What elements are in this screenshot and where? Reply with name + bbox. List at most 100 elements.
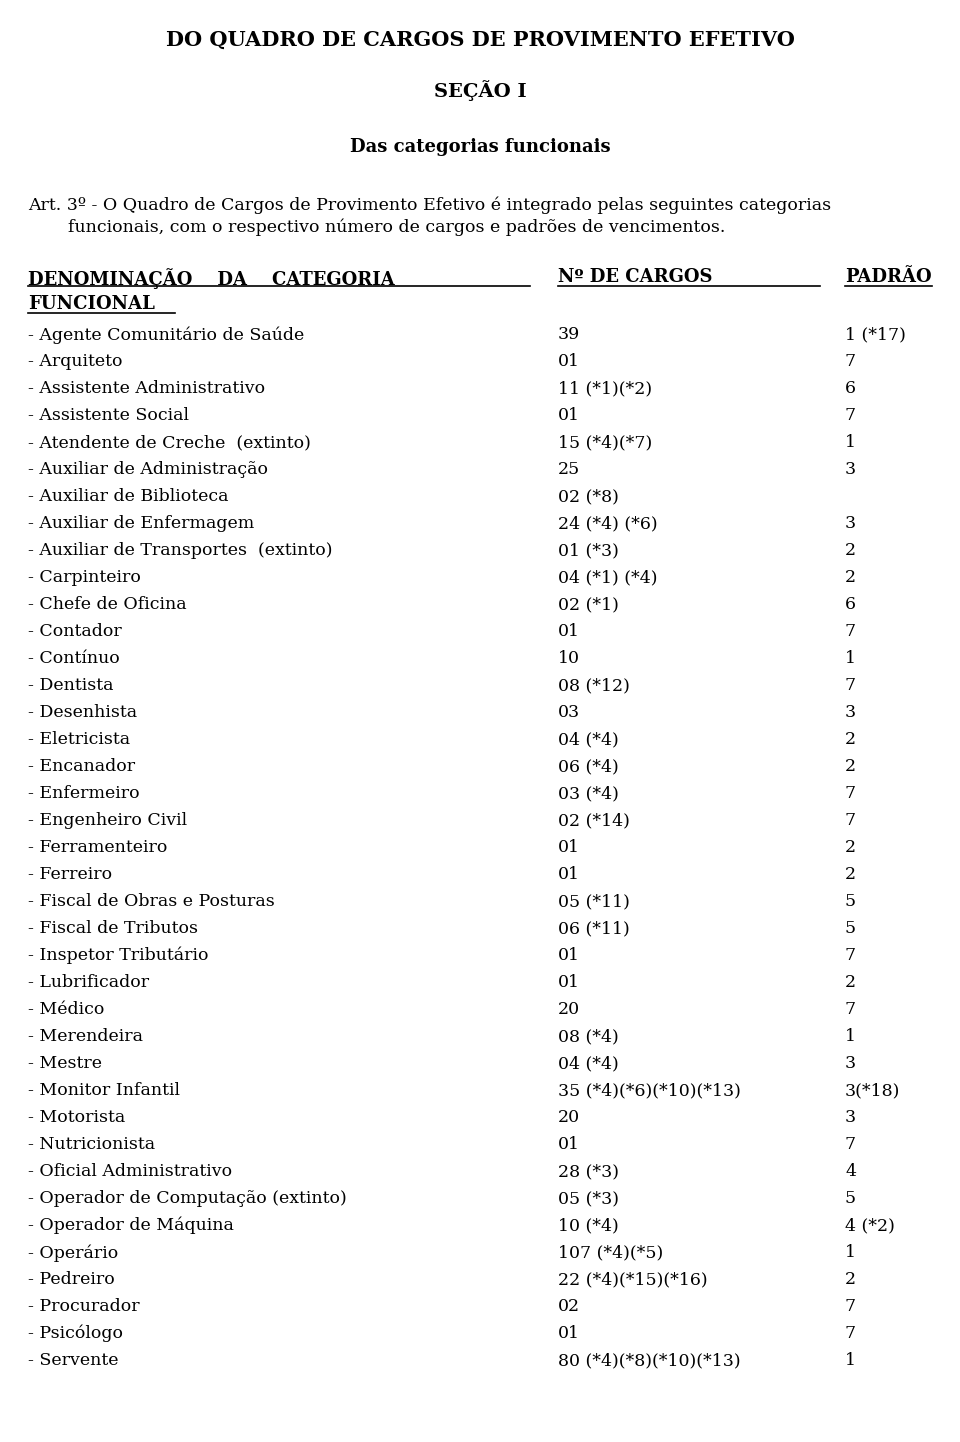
Text: 2: 2 bbox=[845, 758, 856, 774]
Text: - Contínuo: - Contínuo bbox=[28, 650, 120, 668]
Text: - Servente: - Servente bbox=[28, 1353, 118, 1368]
Text: 06 (*11): 06 (*11) bbox=[558, 920, 630, 937]
Text: - Médico: - Médico bbox=[28, 1001, 105, 1018]
Text: 2: 2 bbox=[845, 973, 856, 991]
Text: 01: 01 bbox=[558, 1136, 580, 1154]
Text: 01: 01 bbox=[558, 1325, 580, 1343]
Text: 01: 01 bbox=[558, 839, 580, 857]
Text: 24 (*4) (*6): 24 (*4) (*6) bbox=[558, 515, 658, 532]
Text: Nº DE CARGOS: Nº DE CARGOS bbox=[558, 268, 712, 286]
Text: - Auxiliar de Administração: - Auxiliar de Administração bbox=[28, 461, 268, 477]
Text: 10 (*4): 10 (*4) bbox=[558, 1217, 619, 1234]
Text: 01 (*3): 01 (*3) bbox=[558, 542, 619, 559]
Text: 02: 02 bbox=[558, 1298, 580, 1315]
Text: 03: 03 bbox=[558, 704, 580, 721]
Text: 1: 1 bbox=[845, 1244, 856, 1260]
Text: 1: 1 bbox=[845, 434, 856, 451]
Text: - Psicólogo: - Psicólogo bbox=[28, 1325, 123, 1343]
Text: - Auxiliar de Transportes  (extinto): - Auxiliar de Transportes (extinto) bbox=[28, 542, 332, 559]
Text: 03 (*4): 03 (*4) bbox=[558, 784, 619, 802]
Text: 2: 2 bbox=[845, 1270, 856, 1288]
Text: 20: 20 bbox=[558, 1109, 580, 1126]
Text: 02 (*8): 02 (*8) bbox=[558, 487, 619, 505]
Text: 05 (*3): 05 (*3) bbox=[558, 1190, 619, 1207]
Text: Das categorias funcionais: Das categorias funcionais bbox=[349, 138, 611, 156]
Text: 7: 7 bbox=[845, 947, 856, 965]
Text: 3(*18): 3(*18) bbox=[845, 1082, 900, 1099]
Text: SEÇÃO I: SEÇÃO I bbox=[434, 79, 526, 101]
Text: 01: 01 bbox=[558, 973, 580, 991]
Text: DO QUADRO DE CARGOS DE PROVIMENTO EFETIVO: DO QUADRO DE CARGOS DE PROVIMENTO EFETIV… bbox=[165, 30, 795, 50]
Text: 06 (*4): 06 (*4) bbox=[558, 758, 619, 774]
Text: - Ferreiro: - Ferreiro bbox=[28, 867, 112, 883]
Text: 01: 01 bbox=[558, 623, 580, 640]
Text: 3: 3 bbox=[845, 1056, 856, 1071]
Text: - Lubrificador: - Lubrificador bbox=[28, 973, 149, 991]
Text: - Procurador: - Procurador bbox=[28, 1298, 139, 1315]
Text: - Eletricista: - Eletricista bbox=[28, 731, 131, 748]
Text: PADRÃO: PADRÃO bbox=[845, 268, 931, 286]
Text: 2: 2 bbox=[845, 867, 856, 883]
Text: 15 (*4)(*7): 15 (*4)(*7) bbox=[558, 434, 652, 451]
Text: 1: 1 bbox=[845, 1028, 856, 1045]
Text: 6: 6 bbox=[845, 381, 856, 397]
Text: - Desenhista: - Desenhista bbox=[28, 704, 137, 721]
Text: 01: 01 bbox=[558, 867, 580, 883]
Text: DENOMINAÇÃO    DA    CATEGORIA: DENOMINAÇÃO DA CATEGORIA bbox=[28, 268, 395, 288]
Text: 2: 2 bbox=[845, 839, 856, 857]
Text: - Nutricionista: - Nutricionista bbox=[28, 1136, 156, 1154]
Text: - Pedreiro: - Pedreiro bbox=[28, 1270, 115, 1288]
Text: 20: 20 bbox=[558, 1001, 580, 1018]
Text: 7: 7 bbox=[845, 1001, 856, 1018]
Text: 4 (*2): 4 (*2) bbox=[845, 1217, 895, 1234]
Text: 7: 7 bbox=[845, 407, 856, 424]
Text: - Mestre: - Mestre bbox=[28, 1056, 102, 1071]
Text: 5: 5 bbox=[845, 920, 856, 937]
Text: 02 (*14): 02 (*14) bbox=[558, 812, 630, 829]
Text: FUNCIONAL: FUNCIONAL bbox=[28, 296, 155, 313]
Text: - Ferramenteiro: - Ferramenteiro bbox=[28, 839, 167, 857]
Text: 04 (*4): 04 (*4) bbox=[558, 731, 619, 748]
Text: 3: 3 bbox=[845, 1109, 856, 1126]
Text: 7: 7 bbox=[845, 1325, 856, 1343]
Text: 05 (*11): 05 (*11) bbox=[558, 893, 630, 910]
Text: 3: 3 bbox=[845, 461, 856, 477]
Text: - Inspetor Tributário: - Inspetor Tributário bbox=[28, 947, 208, 965]
Text: - Monitor Infantil: - Monitor Infantil bbox=[28, 1082, 180, 1099]
Text: - Operador de Máquina: - Operador de Máquina bbox=[28, 1217, 234, 1234]
Text: - Agente Comunitário de Saúde: - Agente Comunitário de Saúde bbox=[28, 326, 304, 343]
Text: - Fiscal de Obras e Posturas: - Fiscal de Obras e Posturas bbox=[28, 893, 275, 910]
Text: 39: 39 bbox=[558, 326, 580, 343]
Text: 11 (*1)(*2): 11 (*1)(*2) bbox=[558, 381, 652, 397]
Text: 6: 6 bbox=[845, 596, 856, 613]
Text: - Encanador: - Encanador bbox=[28, 758, 135, 774]
Text: - Merendeira: - Merendeira bbox=[28, 1028, 143, 1045]
Text: 3: 3 bbox=[845, 515, 856, 532]
Text: 2: 2 bbox=[845, 731, 856, 748]
Text: 7: 7 bbox=[845, 623, 856, 640]
Text: 1 (*17): 1 (*17) bbox=[845, 326, 906, 343]
Text: - Contador: - Contador bbox=[28, 623, 122, 640]
Text: 7: 7 bbox=[845, 1298, 856, 1315]
Text: 02 (*1): 02 (*1) bbox=[558, 596, 619, 613]
Text: 35 (*4)(*6)(*10)(*13): 35 (*4)(*6)(*10)(*13) bbox=[558, 1082, 741, 1099]
Text: 1: 1 bbox=[845, 650, 856, 668]
Text: 25: 25 bbox=[558, 461, 580, 477]
Text: 04 (*1) (*4): 04 (*1) (*4) bbox=[558, 570, 658, 585]
Text: 5: 5 bbox=[845, 893, 856, 910]
Text: 7: 7 bbox=[845, 784, 856, 802]
Text: - Engenheiro Civil: - Engenheiro Civil bbox=[28, 812, 187, 829]
Text: 22 (*4)(*15)(*16): 22 (*4)(*15)(*16) bbox=[558, 1270, 708, 1288]
Text: 7: 7 bbox=[845, 812, 856, 829]
Text: 7: 7 bbox=[845, 1136, 856, 1154]
Text: - Motorista: - Motorista bbox=[28, 1109, 125, 1126]
Text: 10: 10 bbox=[558, 650, 580, 668]
Text: 01: 01 bbox=[558, 407, 580, 424]
Text: 5: 5 bbox=[845, 1190, 856, 1207]
Text: - Enfermeiro: - Enfermeiro bbox=[28, 784, 139, 802]
Text: 4: 4 bbox=[845, 1164, 856, 1180]
Text: - Assistente Administrativo: - Assistente Administrativo bbox=[28, 381, 265, 397]
Text: Art. 3º - O Quadro de Cargos de Provimento Efetivo é integrado pelas seguintes c: Art. 3º - O Quadro de Cargos de Provimen… bbox=[28, 196, 831, 213]
Text: - Arquiteto: - Arquiteto bbox=[28, 353, 123, 371]
Text: - Operador de Computação (extinto): - Operador de Computação (extinto) bbox=[28, 1190, 347, 1207]
